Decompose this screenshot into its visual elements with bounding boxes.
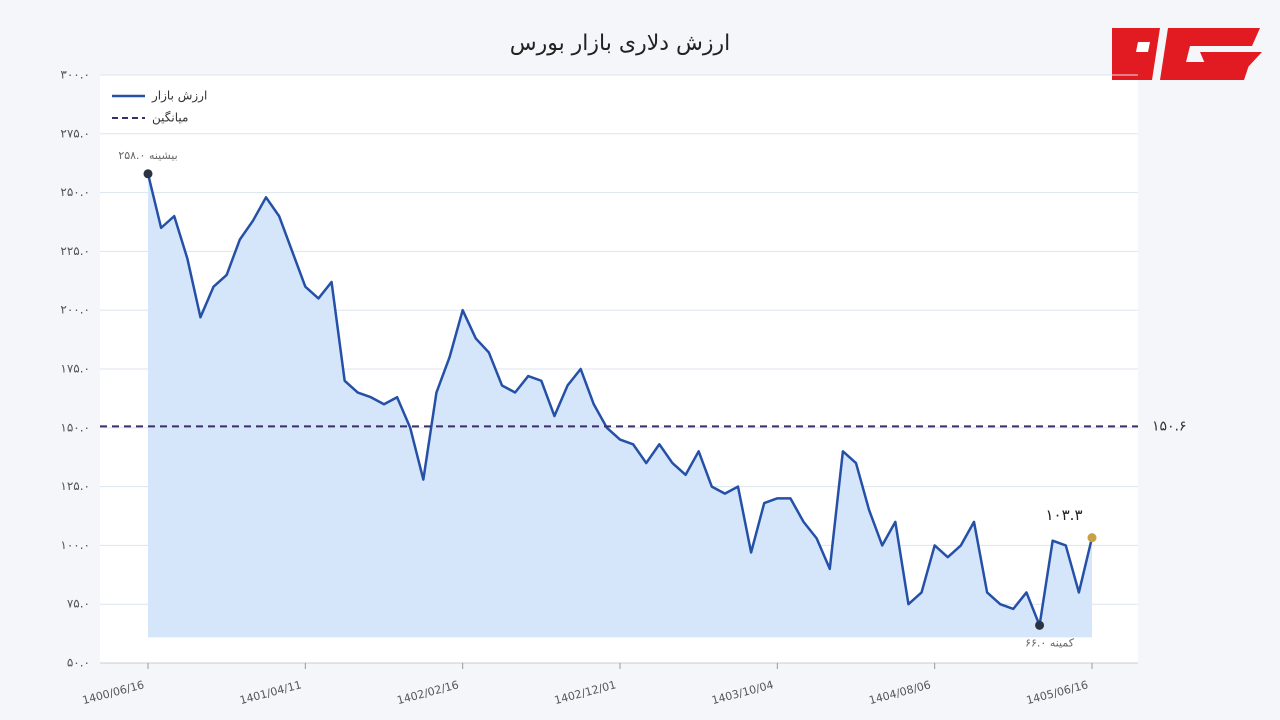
x-tick-label: 1403/10/04 [710,678,775,707]
annotation-label: بیشینه ۲۵۸.۰ [118,149,177,162]
y-tick-label: ۲۰۰.۰ [60,303,90,317]
y-tick-label: ۱۷۵.۰ [60,362,90,376]
x-tick-label: 1405/06/16 [1025,678,1090,707]
y-tick-label: ۲۷۵.۰ [60,126,90,140]
x-tick-label: 1404/08/06 [868,678,933,707]
y-tick-label: ۱۲۵.۰ [60,479,90,493]
y-tick-label: ۲۵۰.۰ [60,185,90,199]
y-tick-label: ۱۵۰.۰ [60,420,90,434]
y-tick-label: ۵۰.۰ [67,656,90,670]
chart-title: ارزش دلاری بازار بورس [510,31,731,56]
y-tick-label: ۲۲۵.۰ [60,244,90,258]
x-tick-label: 1402/02/16 [396,678,461,707]
legend-label: میانگین [152,111,188,126]
logo [1112,28,1262,80]
x-tick-label: 1400/06/16 [81,678,146,707]
y-tick-label: ۱۰۰.۰ [60,538,90,552]
area [148,173,1092,638]
annotation-label: ۱۰۳.۳ [1046,506,1083,524]
x-tick-label: 1401/04/11 [238,678,303,707]
annotation-dot [1035,620,1045,630]
annotation-label: کمینه ۶۶.۰ [1025,636,1075,649]
x-tick-label: 1402/12/01 [553,678,618,707]
legend-label: ارزش بازار [151,89,207,104]
reference-label: ۱۵۰.۶ [1152,418,1187,434]
annotation-dot [143,169,153,179]
y-tick-label: ۷۵.۰ [67,597,90,611]
annotation-dot [1087,533,1097,543]
y-tick-label: ۳۰۰.۰ [60,68,90,82]
line [146,173,1094,627]
